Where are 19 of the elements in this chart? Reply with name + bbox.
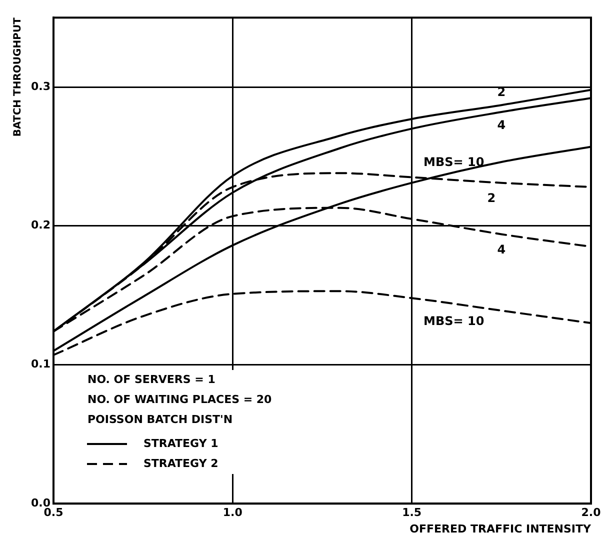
x-tick-label: 1.0 (222, 506, 243, 520)
annotation: NO. OF WAITING PLACES = 20 (87, 392, 272, 408)
x-tick-label: 2.0 (581, 506, 602, 520)
annotation: STRATEGY 1 (143, 436, 218, 452)
y-axis-title: BATCH THROUGHPUT (12, 17, 24, 137)
annotation: POISSON BATCH DIST'N (87, 412, 234, 428)
x-tick-label: 1.5 (402, 506, 422, 520)
x-tick-label: 0.5 (44, 506, 64, 520)
y-tick-label: 0.2 (30, 218, 50, 232)
series-label: 2 (487, 190, 496, 205)
series-label: 4 (497, 242, 506, 256)
y-tick-label: 0.3 (30, 80, 50, 93)
series-label: MBS= 10 (423, 314, 484, 328)
y-tick-label: 0.1 (30, 358, 50, 371)
annotation: NO. OF SERVERS = 1 (87, 372, 216, 388)
series-label: 4 (497, 118, 506, 132)
series-label: MBS= 10 (423, 154, 484, 169)
annotation: STRATEGY 2 (143, 456, 218, 472)
x-axis-title: OFFERED TRAFFIC INTENSITY (410, 522, 592, 536)
